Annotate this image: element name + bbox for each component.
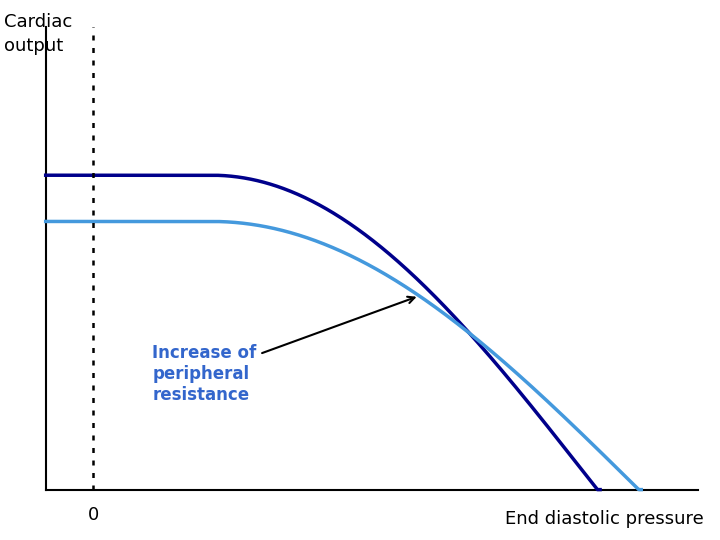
Text: Cardiac
output: Cardiac output xyxy=(4,14,73,55)
Text: End diastolic pressure: End diastolic pressure xyxy=(505,510,704,529)
Text: 0: 0 xyxy=(88,506,99,524)
Text: Increase of
peripheral
resistance: Increase of peripheral resistance xyxy=(153,296,415,404)
